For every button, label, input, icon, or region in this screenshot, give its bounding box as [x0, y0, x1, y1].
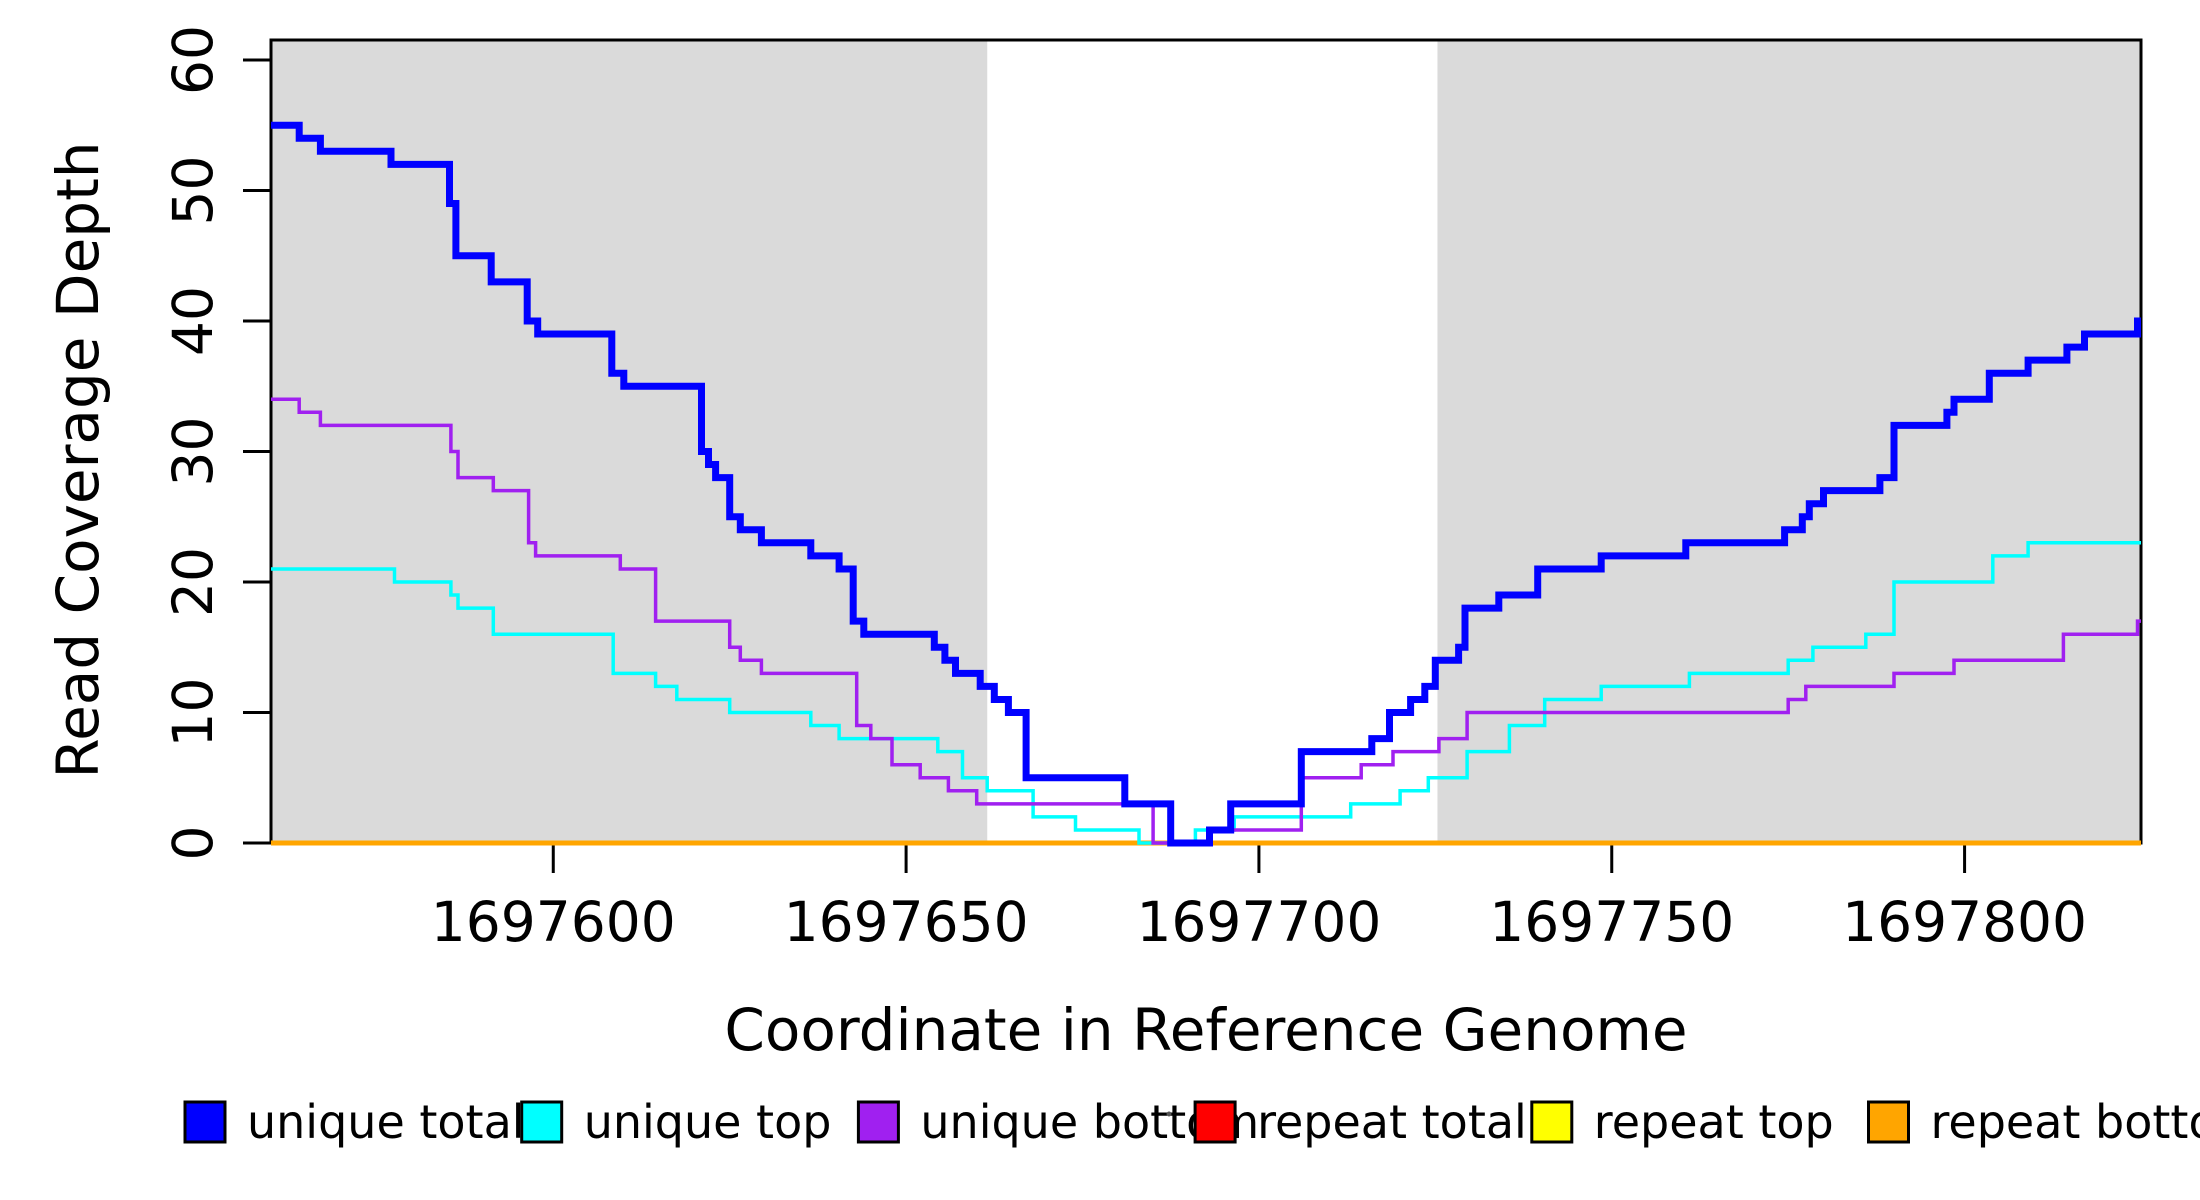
x-axis-tick-label: 1697700	[1136, 890, 1381, 954]
legend-swatch-repeat-top	[1530, 1100, 1574, 1144]
y-axis-tick-label: 50	[161, 156, 225, 226]
legend-swatch-repeat-total	[1193, 1100, 1237, 1144]
legend-swatch-unique-top	[520, 1100, 564, 1144]
x-axis-tick-label: 1697800	[1842, 890, 2087, 954]
x-axis-title: Coordinate in Reference Genome	[724, 996, 1687, 1064]
legend-swatch-unique-total	[183, 1100, 227, 1144]
legend-label-repeat-total: repeat total	[1257, 1095, 1527, 1149]
legend-swatch-repeat-bottom	[1867, 1100, 1910, 1144]
y-axis-tick-label: 60	[161, 25, 225, 95]
y-axis-title: Read Coverage Depth	[44, 141, 112, 778]
legend-label-unique-top: unique top	[584, 1095, 832, 1149]
y-axis-tick-label: 40	[161, 286, 225, 356]
shaded-region-left-repeat-flank	[271, 40, 988, 843]
y-axis-tick-label: 20	[161, 547, 225, 617]
y-axis-tick-label: 10	[161, 678, 225, 748]
series-unique-bottom	[271, 397, 2141, 845]
legend-label-repeat-top: repeat top	[1594, 1095, 1834, 1149]
stray-dot	[1166, 1111, 1172, 1117]
y-axis-tick-label: 0	[161, 826, 225, 861]
legend-swatch-unique-bottom	[856, 1100, 900, 1144]
legend-label-repeat-bottom: repeat bottom	[1931, 1095, 2200, 1149]
legend-label-unique-total: unique total	[247, 1095, 525, 1149]
x-axis-tick-label: 1697650	[784, 890, 1029, 954]
x-axis-tick-label: 1697750	[1489, 890, 1734, 954]
series-unique-total	[271, 121, 2141, 847]
x-axis-tick-label: 1697600	[431, 890, 676, 954]
y-axis-tick-label: 30	[161, 417, 225, 487]
